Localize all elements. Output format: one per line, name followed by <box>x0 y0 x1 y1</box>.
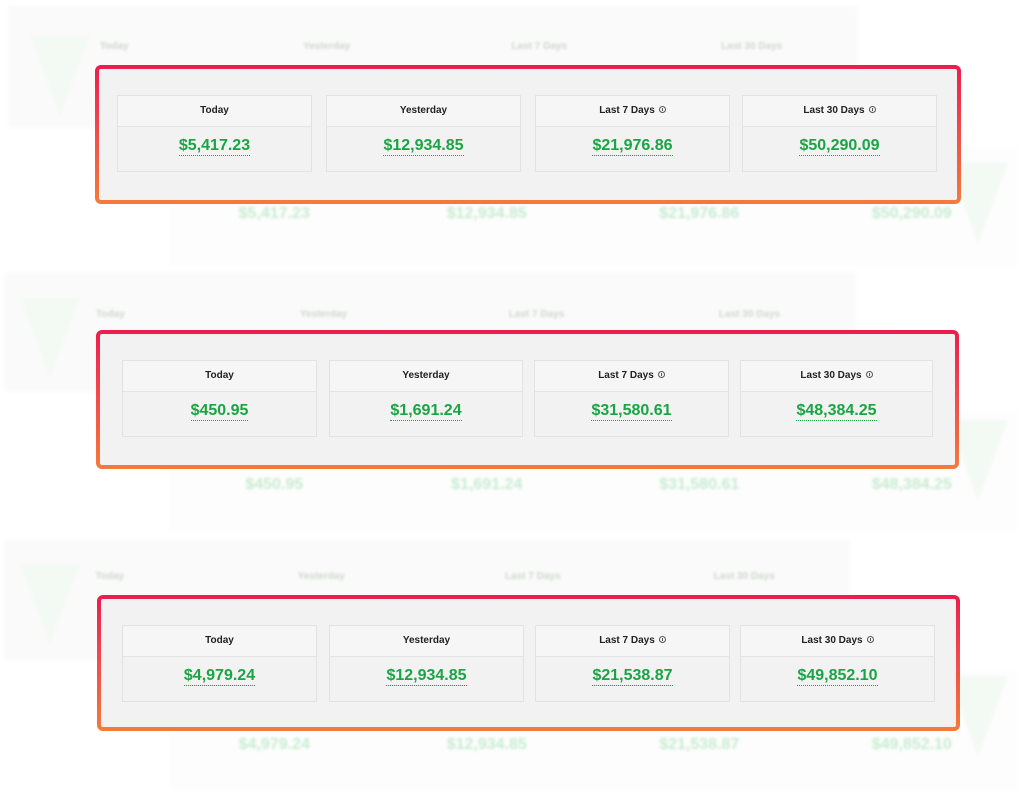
ghost-value-last30: $49,852.10 <box>871 736 952 753</box>
ghost-label-last7: Last 7 Days <box>504 571 561 582</box>
ghost-label-today: Today <box>99 41 129 52</box>
info-circle-icon[interactable] <box>658 636 666 643</box>
stat-label-last7: Last 7 Days <box>599 105 655 116</box>
stat-value-yesterday[interactable]: $1,691.24 <box>390 402 462 421</box>
stat-tile-today: Today $450.95 <box>122 360 317 437</box>
stat-label-last30: Last 30 Days <box>801 635 863 646</box>
ghost-label-today: Today <box>96 309 125 320</box>
stat-tile-yesterday: Yesterday $12,934.85 <box>326 95 521 172</box>
info-circle-icon[interactable] <box>866 636 874 643</box>
stat-label-yesterday: Yesterday <box>402 635 451 646</box>
ghost-label-yesterday: Yesterday <box>299 309 348 320</box>
ghost-value-today: $5,417.23 <box>238 205 310 222</box>
stat-value-last30[interactable]: $50,290.09 <box>799 137 880 156</box>
stat-tile-last7: Last 7 Days $21,976.86 <box>535 95 730 172</box>
stat-label-last30: Last 30 Days <box>800 370 862 381</box>
ghost-value-last7: $21,976.86 <box>659 205 740 222</box>
stat-value-last7[interactable]: $31,580.61 <box>591 402 672 421</box>
ghost-value-yesterday: $12,934.85 <box>446 205 527 222</box>
sales-panel-3-body: Today $4,979.24 Yesterday $12,934.85 Las… <box>101 599 956 727</box>
info-circle-icon[interactable] <box>868 106 876 113</box>
stat-tile-today: Today $4,979.24 <box>122 625 317 702</box>
ghost-value-today: $450.95 <box>245 476 304 493</box>
stat-tile-last7: Last 7 Days $31,580.61 <box>534 360 729 437</box>
ghost-label-last30: Last 30 Days <box>718 309 781 320</box>
ghost-label-yesterday: Yesterday <box>303 41 351 52</box>
stat-value-yesterday[interactable]: $12,934.85 <box>386 667 467 686</box>
ghost-value-last30: $50,290.09 <box>871 205 952 222</box>
ghost-label-last30: Last 30 Days <box>721 41 783 52</box>
sales-panel-1: Today $5,417.23 Yesterday $12,934.85 Las… <box>95 65 961 204</box>
ghost-label-last30: Last 30 Days <box>713 571 775 582</box>
stat-value-last30[interactable]: $48,384.25 <box>796 402 877 421</box>
ghost-value-last7: $31,580.61 <box>659 476 740 493</box>
stat-tile-yesterday: Yesterday $1,691.24 <box>329 360 523 437</box>
stat-tile-last30: Last 30 Days $49,852.10 <box>740 625 935 702</box>
ghost-value-last30: $48,384.25 <box>871 476 952 493</box>
ghost-label-last7: Last 7 Days <box>508 309 565 320</box>
stat-label-last7: Last 7 Days <box>598 370 654 381</box>
info-circle-icon[interactable] <box>658 106 666 113</box>
ghost-value-yesterday: $1,691.24 <box>451 476 523 493</box>
stat-tile-last30: Last 30 Days $50,290.09 <box>742 95 937 172</box>
stat-tile-last30: Last 30 Days $48,384.25 <box>740 360 933 437</box>
stat-tile-last7: Last 7 Days $21,538.87 <box>535 625 730 702</box>
ghost-shape <box>20 298 80 378</box>
ghost-value-last7: $21,538.87 <box>659 736 740 753</box>
info-circle-icon[interactable] <box>865 371 873 378</box>
stat-label-today: Today <box>200 105 229 116</box>
sales-panel-2-body: Today $450.95 Yesterday $1,691.24 Last 7… <box>100 334 955 465</box>
stat-label-yesterday: Yesterday <box>402 370 450 381</box>
stat-value-today[interactable]: $450.95 <box>190 402 249 421</box>
stat-value-last7[interactable]: $21,976.86 <box>592 137 673 156</box>
stat-label-last30: Last 30 Days <box>803 105 865 116</box>
ghost-value-today: $4,979.24 <box>238 736 310 753</box>
ghost-label-last7: Last 7 Days <box>511 41 568 52</box>
stat-label-today: Today <box>205 370 234 381</box>
ghost-label-yesterday: Yesterday <box>297 571 345 582</box>
ghost-shape <box>30 36 90 116</box>
stat-tile-today: Today $5,417.23 <box>117 95 312 172</box>
ghost-shape <box>20 564 80 644</box>
stat-label-yesterday: Yesterday <box>399 105 448 116</box>
stat-value-yesterday[interactable]: $12,934.85 <box>383 137 464 156</box>
stat-tile-yesterday: Yesterday $12,934.85 <box>329 625 524 702</box>
stat-label-last7: Last 7 Days <box>599 635 655 646</box>
stat-value-today[interactable]: $4,979.24 <box>183 667 256 686</box>
stat-value-last7[interactable]: $21,538.87 <box>592 667 673 686</box>
sales-panel-3: Today $4,979.24 Yesterday $12,934.85 Las… <box>97 595 960 731</box>
stat-value-last30[interactable]: $49,852.10 <box>797 667 878 686</box>
info-circle-icon[interactable] <box>657 371 665 378</box>
stat-value-today[interactable]: $5,417.23 <box>178 137 251 156</box>
ghost-value-yesterday: $12,934.85 <box>446 736 527 753</box>
ghost-label-today: Today <box>95 571 125 582</box>
stat-label-today: Today <box>205 635 234 646</box>
sales-panel-2: Today $450.95 Yesterday $1,691.24 Last 7… <box>96 330 959 469</box>
sales-panel-1-body: Today $5,417.23 Yesterday $12,934.85 Las… <box>99 69 957 200</box>
